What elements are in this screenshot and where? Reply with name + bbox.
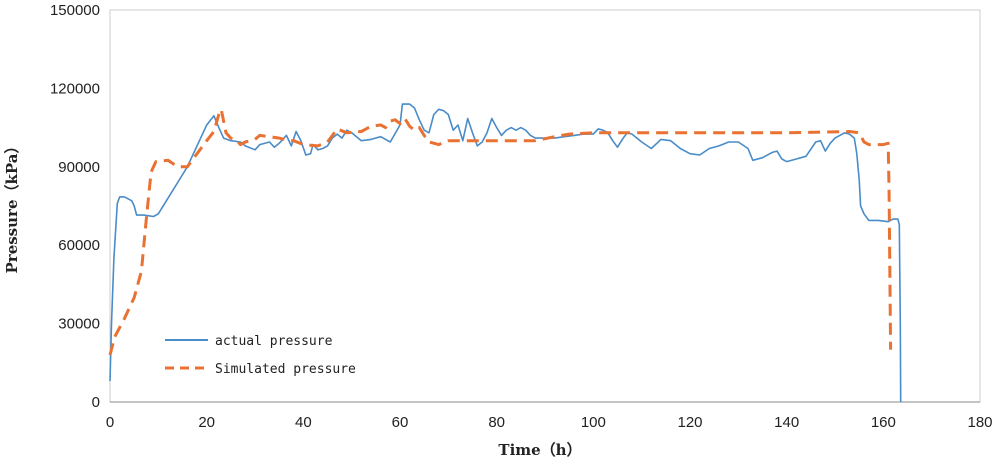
series-line-actual-pressure <box>109 103 902 403</box>
y-axis-title: Pressure（kPa） <box>3 139 21 274</box>
x-tick-label: 0 <box>106 414 114 431</box>
legend-label-actual-pressure: actual pressure <box>215 334 333 349</box>
x-tick-label: 60 <box>392 414 409 431</box>
x-tick-label: 20 <box>198 414 215 431</box>
y-tick-label: 60000 <box>58 237 100 254</box>
series-lines <box>108 103 902 403</box>
y-tick-label: 150000 <box>50 2 100 19</box>
x-tick-label: 40 <box>295 414 312 431</box>
x-tick-label: 140 <box>774 414 799 431</box>
x-tick-label: 80 <box>488 414 505 431</box>
y-tick-labels: 0 30000 60000 90000 120000 150000 <box>50 2 100 411</box>
y-tick-label: 30000 <box>58 316 100 333</box>
legend: actual pressure Simulated pressure <box>165 334 356 377</box>
series-line-simulated-pressure <box>108 107 893 356</box>
x-tick-label: 120 <box>677 414 702 431</box>
x-tick-label: 180 <box>967 414 992 431</box>
x-tick-labels: 0 20 40 60 80 100 120 140 160 180 <box>106 414 993 431</box>
x-tick-label: 100 <box>581 414 606 431</box>
y-tick-label: 120000 <box>50 80 100 97</box>
x-axis-title: Time（h） <box>498 441 581 459</box>
x-tick-label: 160 <box>871 414 896 431</box>
legend-label-simulated-pressure: Simulated pressure <box>215 362 356 377</box>
y-tick-label: 0 <box>92 394 100 411</box>
y-tick-label: 90000 <box>58 159 100 176</box>
